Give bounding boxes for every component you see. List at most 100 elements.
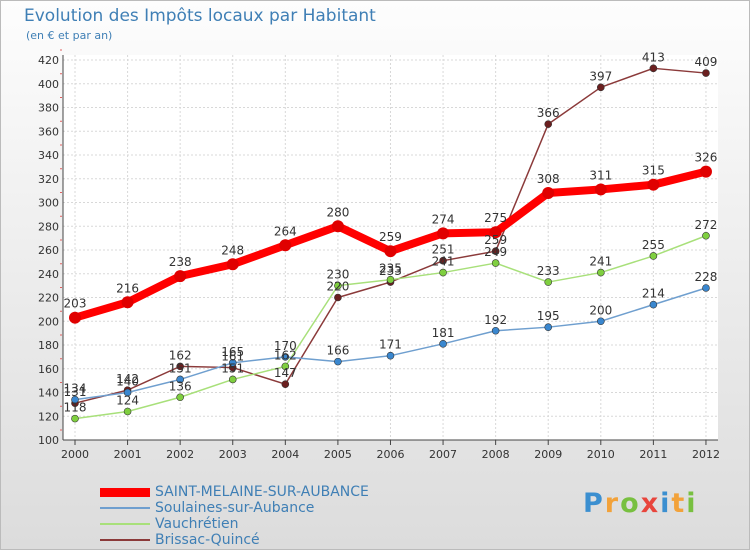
x-tick-label: 2000 xyxy=(61,448,89,461)
x-tick-label: 2006 xyxy=(376,448,404,461)
legend-label: Vauchrétien xyxy=(155,516,239,532)
data-point xyxy=(596,83,605,92)
data-label: 162 xyxy=(274,348,297,362)
y-tick-label: 220 xyxy=(38,292,59,305)
data-label: 241 xyxy=(432,255,455,269)
data-label: 409 xyxy=(695,55,718,69)
data-labels: 203 216 238 248 264 280 259 274 275 308 311 315 326 1… xyxy=(64,50,718,414)
data-label: 248 xyxy=(221,243,244,257)
data-label: 259 xyxy=(379,230,402,244)
data-label: 131 xyxy=(64,385,87,399)
data-label: 214 xyxy=(642,287,665,301)
data-label: 151 xyxy=(169,361,192,375)
data-label: 124 xyxy=(116,394,139,408)
data-point xyxy=(491,247,500,255)
data-point xyxy=(281,362,290,371)
data-label: 315 xyxy=(642,164,665,178)
x-tick-label: 2002 xyxy=(166,448,194,461)
y-tick-label: 140 xyxy=(38,387,59,400)
y-tick-label: 300 xyxy=(38,197,59,210)
data-point xyxy=(596,268,605,277)
data-point xyxy=(386,275,395,284)
data-point xyxy=(123,388,132,397)
data-point xyxy=(594,183,607,196)
series-lines xyxy=(69,64,712,423)
data-label: 397 xyxy=(589,69,612,83)
data-point xyxy=(71,414,79,423)
logo-letter: i xyxy=(686,488,698,519)
data-point xyxy=(702,284,710,292)
data-point xyxy=(544,278,553,286)
data-point xyxy=(174,270,187,283)
proxiti-logo: Proxiti xyxy=(583,488,698,519)
data-label: 195 xyxy=(537,309,560,323)
data-point xyxy=(281,353,290,361)
data-point xyxy=(71,395,79,404)
data-label: 142 xyxy=(116,372,139,386)
logo-letter: i xyxy=(660,488,672,519)
data-point xyxy=(439,340,447,348)
y-tick-label: 380 xyxy=(38,102,59,115)
data-point xyxy=(121,296,134,309)
data-point xyxy=(386,351,395,360)
x-tick-label: 2004 xyxy=(271,448,299,461)
data-point xyxy=(702,231,710,240)
y-tick-label: 240 xyxy=(38,268,59,281)
data-label: 166 xyxy=(326,344,349,358)
y-tick-label: 400 xyxy=(38,78,59,91)
data-label: 235 xyxy=(379,262,402,276)
data-point xyxy=(649,300,658,309)
y-tick-label: 340 xyxy=(38,149,59,162)
y-tick-label: 420 xyxy=(38,54,59,67)
data-point xyxy=(226,258,239,271)
data-point xyxy=(334,281,342,290)
data-point xyxy=(334,357,342,366)
y-tick-label: 360 xyxy=(38,125,59,138)
y-tick-label: 180 xyxy=(38,339,59,352)
data-point xyxy=(228,375,237,384)
data-label: 264 xyxy=(274,224,297,238)
data-point xyxy=(437,227,450,240)
data-point xyxy=(439,268,447,277)
x-tick-label: 2012 xyxy=(692,448,720,461)
data-label: 171 xyxy=(379,338,402,352)
data-label: 230 xyxy=(326,268,349,282)
data-label: 151 xyxy=(221,361,244,375)
data-point xyxy=(384,245,397,258)
y-tick-label: 280 xyxy=(38,220,59,233)
data-point xyxy=(649,252,658,260)
data-label: 326 xyxy=(695,151,718,165)
data-label: 161 xyxy=(221,350,244,364)
x-tick-label: 2003 xyxy=(219,448,247,461)
data-label: 259 xyxy=(484,233,507,247)
x-tick-label: 2009 xyxy=(534,448,562,461)
data-point xyxy=(176,362,184,371)
legend-label: SAINT-MELAINE-SUR-AUBANCE xyxy=(155,484,369,500)
data-point xyxy=(176,375,184,384)
data-point xyxy=(176,393,184,402)
data-point xyxy=(491,326,500,335)
data-label: 274 xyxy=(432,212,455,226)
data-label: 140 xyxy=(116,375,139,389)
data-point xyxy=(281,380,290,388)
y-tick-label: 320 xyxy=(38,173,59,186)
data-point xyxy=(69,311,81,324)
data-label: 200 xyxy=(589,303,612,317)
data-point xyxy=(699,165,712,178)
data-label: 134 xyxy=(64,382,87,396)
data-label: 162 xyxy=(169,348,192,362)
chart-subtitle: (en € et par an) xyxy=(26,29,113,42)
y-tick-label: 200 xyxy=(38,315,59,328)
data-point xyxy=(647,178,660,191)
data-label: 181 xyxy=(432,326,455,340)
data-label: 170 xyxy=(274,339,297,353)
data-label: 136 xyxy=(169,379,192,393)
x-tick-label: 2005 xyxy=(324,448,352,461)
data-point xyxy=(123,407,132,416)
data-label: 233 xyxy=(379,264,402,278)
logo-letter: r xyxy=(604,488,621,519)
data-point xyxy=(279,239,292,252)
data-label: 228 xyxy=(695,270,718,284)
data-label: 203 xyxy=(64,297,87,311)
